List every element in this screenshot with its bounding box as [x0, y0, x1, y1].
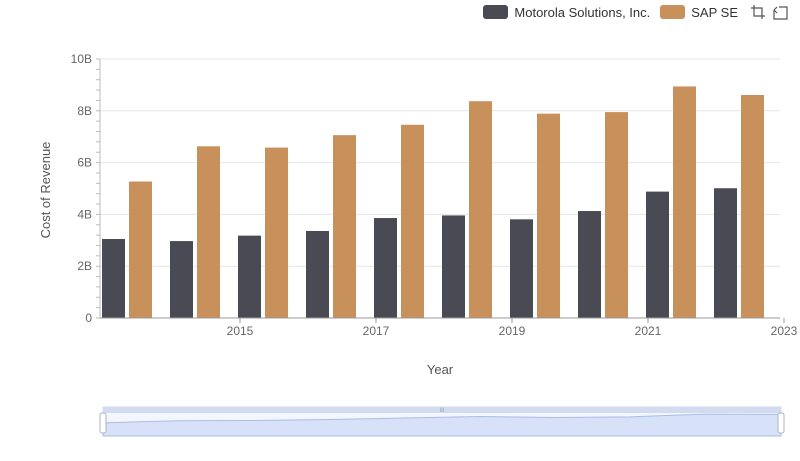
bar-motorola-2018[interactable]	[374, 218, 397, 318]
bar-sap-2020[interactable]	[537, 113, 560, 318]
bar-sap-2019[interactable]	[469, 101, 492, 318]
bar-motorola-2019[interactable]	[442, 215, 465, 318]
x-tick-label: 2017	[363, 324, 390, 338]
y-tick-label: 2B	[77, 259, 92, 273]
bar-sap-2018[interactable]	[401, 124, 424, 318]
y-tick-label: 10B	[71, 52, 92, 66]
x-tick-label: 2015	[227, 324, 254, 338]
legend-label-motorola: Motorola Solutions, Inc.	[514, 4, 651, 20]
bar-sap-2015[interactable]	[197, 146, 220, 318]
bar-motorola-2022[interactable]	[646, 191, 669, 318]
legend-swatch-sap	[660, 5, 686, 19]
legend: Motorola Solutions, Inc. SAP SE	[483, 4, 788, 20]
bar-sap-2022[interactable]	[673, 86, 696, 318]
x-tick-label: 2019	[499, 324, 526, 338]
bar-motorola-2017[interactable]	[306, 230, 329, 318]
y-tick-label: 4B	[77, 207, 92, 221]
bar-motorola-2023[interactable]	[714, 188, 737, 318]
y-tick-label: 6B	[77, 156, 92, 170]
x-tick-label: 2023	[771, 324, 798, 338]
bars	[102, 86, 764, 318]
data-zoom-slider[interactable]: III	[99, 406, 785, 437]
zoom-handle-right[interactable]	[777, 412, 785, 434]
bar-sap-2021[interactable]	[605, 112, 628, 318]
zoom-icon[interactable]	[750, 4, 766, 20]
bar-motorola-2016[interactable]	[238, 235, 261, 318]
legend-label-sap: SAP SE	[691, 4, 738, 20]
bar-motorola-2020[interactable]	[510, 219, 533, 318]
zoom-handle-left[interactable]	[99, 412, 107, 434]
axes: 0 2B 4B 6B 8B 10B 2015 2017 2019 2021 2023	[71, 52, 798, 338]
x-tick-label: 2021	[635, 324, 662, 338]
bar-motorola-2014[interactable]	[102, 239, 125, 318]
y-tick-label: 0	[85, 311, 92, 325]
restore-icon[interactable]	[772, 4, 788, 20]
legend-item-motorola[interactable]: Motorola Solutions, Inc.	[483, 5, 650, 20]
bar-sap-2017[interactable]	[333, 135, 356, 318]
bar-sap-2014[interactable]	[129, 181, 152, 318]
y-tick-label: 8B	[77, 104, 92, 118]
zoom-top-bar[interactable]	[103, 407, 781, 413]
bar-motorola-2021[interactable]	[578, 211, 601, 318]
legend-swatch-motorola	[483, 5, 509, 19]
bar-sap-2023[interactable]	[741, 95, 764, 318]
zoom-drag-handle[interactable]: III	[439, 408, 444, 414]
x-axis-label: Year	[427, 362, 454, 377]
y-axis-label: Cost of Revenue	[38, 142, 53, 239]
legend-item-sap[interactable]: SAP SE	[660, 5, 738, 20]
bar-sap-2016[interactable]	[265, 147, 288, 318]
bar-motorola-2015[interactable]	[170, 241, 193, 318]
